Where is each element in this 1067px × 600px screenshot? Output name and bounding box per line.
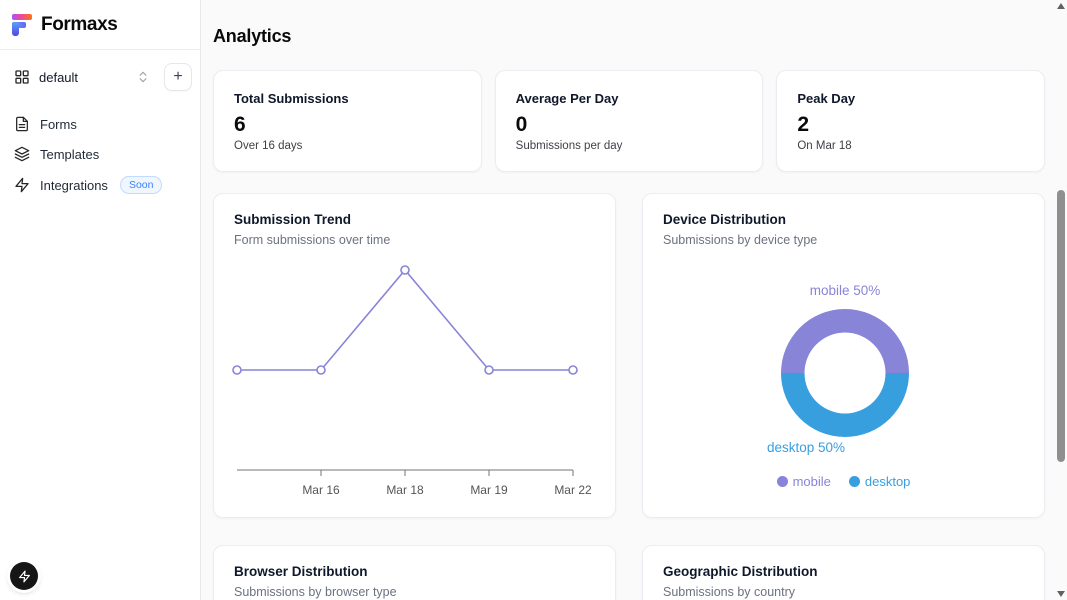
layers-icon xyxy=(14,146,30,162)
device-distribution-card: Device Distribution Submissions by devic… xyxy=(642,193,1045,518)
svg-text:desktop 50%: desktop 50% xyxy=(767,440,845,455)
sidebar-item-label: Templates xyxy=(40,146,100,162)
chart-title: Submission Trend xyxy=(234,212,352,227)
scroll-down-arrow[interactable] xyxy=(1057,591,1065,597)
analytics-page: Analytics Total Submissions 6 Over 16 da… xyxy=(201,0,1055,600)
sidebar: Formaxs default + xyxy=(0,0,201,600)
svg-text:Mar 16: Mar 16 xyxy=(302,483,340,497)
chart-title: Geographic Distribution xyxy=(663,564,818,579)
legend-item-desktop[interactable]: desktop xyxy=(848,474,911,489)
geographic-distribution-card: Geographic Distribution Submissions by c… xyxy=(642,545,1045,600)
svg-text:Mar 19: Mar 19 xyxy=(470,483,508,497)
sidebar-item-integrations[interactable]: Integrations Soon xyxy=(8,172,192,198)
svg-text:Mar 22: Mar 22 xyxy=(554,483,592,497)
stat-card-average-per-day: Average Per Day 0 Submissions per day xyxy=(494,70,764,172)
sidebar-item-label: Integrations xyxy=(40,177,108,193)
stat-value: 0 xyxy=(515,113,528,136)
legend-dot-icon xyxy=(776,476,788,487)
submission-trend-card: Submission Trend Form submissions over t… xyxy=(213,193,616,518)
legend-label: desktop xyxy=(864,474,911,489)
formaxs-logo-icon xyxy=(12,14,32,36)
sidebar-nav: Forms Templates Integrations Soon xyxy=(0,112,200,198)
chart-title: Browser Distribution xyxy=(234,564,368,579)
donut-chart: mobile 50% desktop 50% xyxy=(767,283,909,455)
zap-icon xyxy=(18,569,31,583)
workspace-name: default xyxy=(39,69,79,85)
zap-icon xyxy=(14,177,30,193)
chart-subtitle: Submissions by device type xyxy=(663,233,818,247)
stat-title: Average Per Day xyxy=(515,91,619,106)
add-workspace-button[interactable]: + xyxy=(164,63,192,91)
chart-legend: mobile desktop xyxy=(643,474,1044,489)
chart-subtitle: Submissions by browser type xyxy=(234,585,397,599)
scrollbar-thumb[interactable] xyxy=(1057,190,1065,462)
sidebar-item-forms[interactable]: Forms xyxy=(8,112,192,136)
stat-caption: Submissions per day xyxy=(515,140,623,152)
svg-text:mobile 50%: mobile 50% xyxy=(810,283,881,298)
chevrons-up-down-icon xyxy=(136,70,150,84)
legend-dot-icon xyxy=(848,476,860,487)
stat-title: Total Submissions xyxy=(234,91,349,106)
svg-text:Mar 18: Mar 18 xyxy=(386,483,424,497)
file-text-icon xyxy=(14,116,30,132)
stat-card-peak-day: Peak Day 2 On Mar 18 xyxy=(776,70,1045,172)
browser-distribution-card: Browser Distribution Submissions by brow… xyxy=(213,545,616,600)
legend-item-mobile[interactable]: mobile xyxy=(776,474,831,489)
workspace-selector[interactable]: default xyxy=(8,62,158,92)
charts-grid: Submission Trend Form submissions over t… xyxy=(213,193,1045,518)
stat-caption: On Mar 18 xyxy=(797,140,852,152)
scroll-up-arrow[interactable] xyxy=(1057,3,1065,9)
chart-subtitle: Submissions by country xyxy=(663,585,796,599)
app-logo: Formaxs xyxy=(0,0,200,50)
vertical-scrollbar[interactable] xyxy=(1055,0,1067,600)
quick-action-button[interactable] xyxy=(10,562,38,590)
workspace-row: default + xyxy=(8,62,192,92)
bottom-charts-grid: Browser Distribution Submissions by brow… xyxy=(213,545,1045,600)
chart-title: Device Distribution xyxy=(663,212,787,227)
line-chart: Mar 16 Mar 18 Mar 19 Mar 22 xyxy=(232,265,592,497)
stat-title: Peak Day xyxy=(797,91,856,106)
stat-card-total-submissions: Total Submissions 6 Over 16 days xyxy=(213,70,482,172)
stat-value: 2 xyxy=(797,113,810,136)
soon-badge: Soon xyxy=(119,176,163,194)
grid-icon xyxy=(14,69,30,85)
sidebar-item-label: Forms xyxy=(40,116,77,132)
plus-icon: + xyxy=(173,68,183,85)
stat-value: 6 xyxy=(234,113,246,136)
page-title: Analytics xyxy=(213,26,292,46)
app-name: Formaxs xyxy=(41,14,118,35)
legend-label: mobile xyxy=(792,474,831,489)
chart-subtitle: Form submissions over time xyxy=(234,233,391,247)
sidebar-item-templates[interactable]: Templates xyxy=(8,142,192,166)
stat-caption: Over 16 days xyxy=(234,140,303,152)
stats-grid: Total Submissions 6 Over 16 days Average… xyxy=(213,70,1045,172)
